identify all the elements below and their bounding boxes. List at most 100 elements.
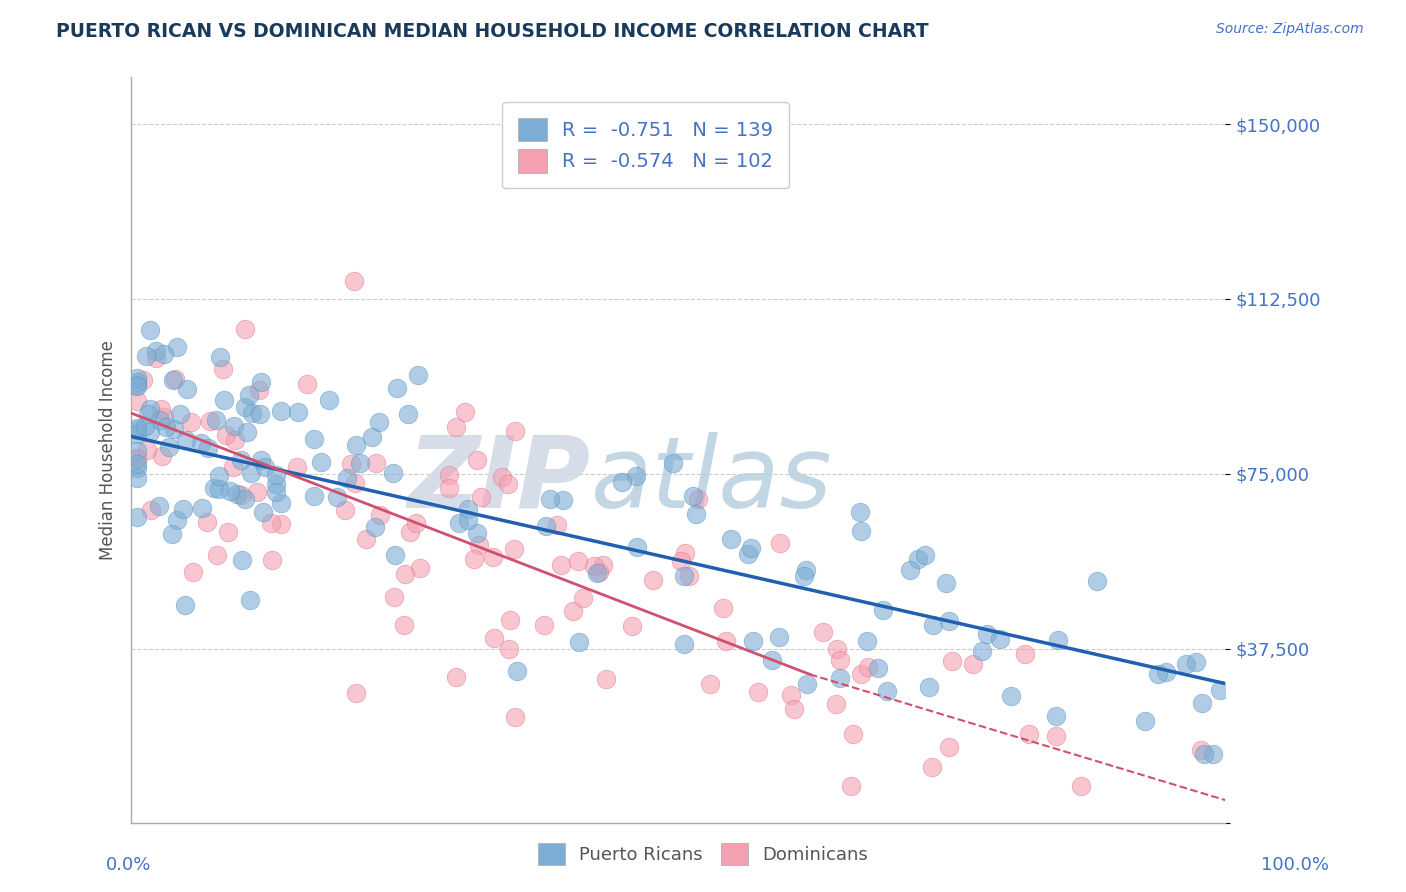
Point xyxy=(149,412,172,426)
Point xyxy=(661,456,683,470)
Point xyxy=(922,618,945,632)
Point xyxy=(567,554,589,568)
Point xyxy=(125,427,148,442)
Point xyxy=(138,407,160,421)
Point xyxy=(1047,632,1070,647)
Point xyxy=(720,532,742,546)
Point xyxy=(260,553,283,567)
Point xyxy=(229,488,252,502)
Point xyxy=(253,459,276,474)
Point xyxy=(780,688,803,702)
Text: 100.0%: 100.0% xyxy=(1261,855,1329,873)
Point xyxy=(839,779,862,793)
Point xyxy=(673,637,696,651)
Point xyxy=(907,552,929,566)
Point xyxy=(153,409,176,424)
Point xyxy=(368,415,391,429)
Point xyxy=(699,677,721,691)
Point xyxy=(249,452,271,467)
Point xyxy=(827,642,849,657)
Point xyxy=(972,644,994,658)
Point xyxy=(239,466,262,480)
Point xyxy=(125,378,148,392)
Point xyxy=(125,421,148,435)
Point xyxy=(572,591,595,606)
Point xyxy=(172,502,194,516)
Point xyxy=(295,377,318,392)
Point xyxy=(339,457,361,471)
Point xyxy=(125,377,148,392)
Point xyxy=(231,553,253,567)
Point xyxy=(224,419,246,434)
Point xyxy=(935,575,957,590)
Point xyxy=(249,407,271,421)
Point xyxy=(562,604,585,618)
Point xyxy=(1133,714,1156,728)
Point xyxy=(534,518,557,533)
Point xyxy=(247,384,270,398)
Point xyxy=(270,404,292,418)
Point xyxy=(496,477,519,491)
Point xyxy=(145,351,167,365)
Point xyxy=(208,350,231,364)
Point xyxy=(506,664,529,678)
Point xyxy=(1045,708,1067,723)
Point xyxy=(794,563,817,577)
Point xyxy=(737,547,759,561)
Point xyxy=(914,548,936,562)
Point xyxy=(343,274,366,288)
Point xyxy=(335,503,357,517)
Point xyxy=(287,405,309,419)
Point xyxy=(349,457,371,471)
Legend: Puerto Ricans, Dominicans: Puerto Ricans, Dominicans xyxy=(529,834,877,874)
Point xyxy=(437,468,460,483)
Point xyxy=(169,407,191,421)
Point xyxy=(768,630,790,644)
Point xyxy=(150,449,173,463)
Text: ZIP: ZIP xyxy=(408,432,591,529)
Point xyxy=(444,420,467,434)
Point xyxy=(173,598,195,612)
Point xyxy=(962,657,984,671)
Point xyxy=(688,491,710,506)
Point xyxy=(1174,657,1197,672)
Point xyxy=(1185,655,1208,669)
Point xyxy=(135,349,157,363)
Point xyxy=(828,653,851,667)
Point xyxy=(239,592,262,607)
Point xyxy=(343,476,366,491)
Point xyxy=(139,323,162,337)
Point xyxy=(318,392,340,407)
Point xyxy=(217,524,239,539)
Point xyxy=(176,382,198,396)
Point xyxy=(205,413,228,427)
Point xyxy=(941,654,963,668)
Point xyxy=(205,549,228,563)
Point xyxy=(215,428,238,442)
Point xyxy=(678,569,700,583)
Point xyxy=(385,381,408,395)
Point xyxy=(538,492,561,507)
Point xyxy=(252,505,274,519)
Point xyxy=(533,618,555,632)
Point xyxy=(503,424,526,438)
Point xyxy=(610,475,633,490)
Point xyxy=(125,423,148,437)
Point xyxy=(125,452,148,467)
Point xyxy=(336,471,359,485)
Point xyxy=(344,438,367,452)
Point xyxy=(364,520,387,534)
Point xyxy=(793,568,815,582)
Point xyxy=(849,505,872,519)
Point xyxy=(160,527,183,541)
Point xyxy=(344,686,367,700)
Point xyxy=(326,490,349,504)
Point xyxy=(197,441,219,455)
Point xyxy=(481,549,503,564)
Point xyxy=(714,634,737,648)
Point xyxy=(1192,747,1215,761)
Point xyxy=(166,513,188,527)
Point xyxy=(586,566,609,580)
Point xyxy=(976,626,998,640)
Legend: R =  -0.751   N = 139, R =  -0.574   N = 102: R = -0.751 N = 139, R = -0.574 N = 102 xyxy=(502,102,789,188)
